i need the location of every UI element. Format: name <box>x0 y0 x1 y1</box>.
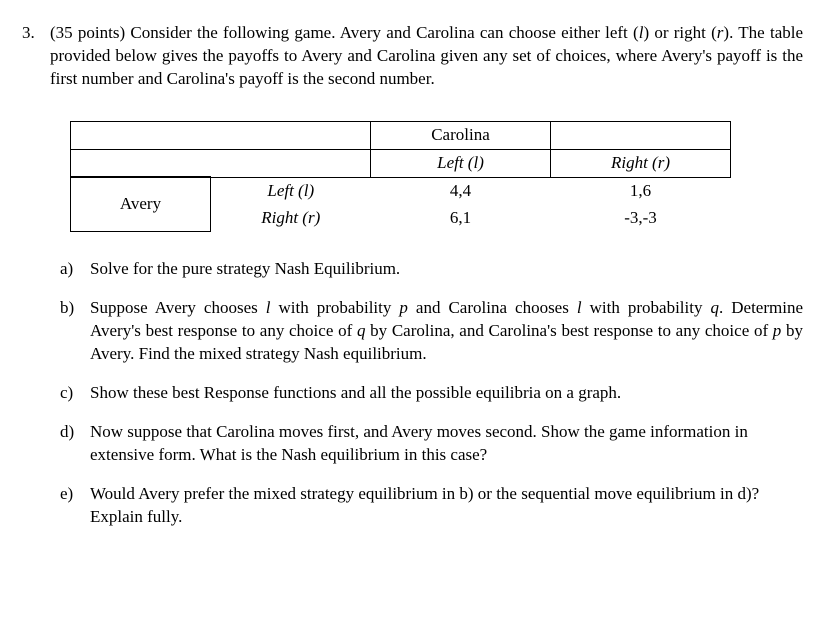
payoff-lr: 1,6 <box>551 177 731 204</box>
payoff-table: Carolina Left (l) Right (r) Avery <box>70 121 731 232</box>
part-e-text: Would Avery prefer the mixed strategy eq… <box>90 483 803 529</box>
right-post: ) <box>664 153 670 172</box>
b-seg: with probability <box>582 298 711 317</box>
part-a-text: Solve for the pure strategy Nash Equilib… <box>90 258 803 281</box>
problem-stem: (35 points) Consider the following game.… <box>50 22 803 91</box>
left-pre: Left ( <box>437 153 473 172</box>
part-c: c) Show these best Response functions an… <box>60 382 803 405</box>
problem-body: (35 points) Consider the following game.… <box>50 22 803 545</box>
part-label: d) <box>60 421 90 444</box>
part-e: e) Would Avery prefer the mixed strategy… <box>60 483 803 529</box>
left-post: ) <box>478 153 484 172</box>
b-seg: with probability <box>271 298 400 317</box>
col-right-header: Right (r) <box>551 149 731 177</box>
part-label: c) <box>60 382 90 405</box>
table-row: Avery Left (l) 4,4 1,6 <box>71 177 731 204</box>
subparts: a) Solve for the pure strategy Nash Equi… <box>50 258 803 528</box>
payoff-rl: 6,1 <box>371 205 551 232</box>
right-sym: r <box>308 208 315 227</box>
part-b: b) Suppose Avery chooses l with probabil… <box>60 297 803 366</box>
part-d: d) Now suppose that Carolina moves first… <box>60 421 803 467</box>
column-player-label: Carolina <box>371 121 551 149</box>
part-label: a) <box>60 258 90 281</box>
part-label: b) <box>60 297 90 320</box>
b-seg: and Carolina chooses <box>408 298 577 317</box>
p-symbol: p <box>399 298 408 317</box>
row-right-header: Right (r) <box>211 205 371 232</box>
stem-text-2: ) or right ( <box>643 23 716 42</box>
stem-text-1: (35 points) Consider the following game.… <box>50 23 639 42</box>
problem-number: 3. <box>22 22 50 45</box>
part-c-text: Show these best Response functions and a… <box>90 382 803 405</box>
empty-cell <box>211 121 371 149</box>
part-d-text: Now suppose that Carolina moves first, a… <box>90 421 803 467</box>
q-symbol: q <box>710 298 719 317</box>
payoff-ll: 4,4 <box>371 177 551 204</box>
payoff-table-container: Carolina Left (l) Right (r) Avery <box>70 121 803 232</box>
empty-cell <box>211 149 371 177</box>
row-player-label: Avery <box>71 177 211 231</box>
empty-cell <box>71 121 211 149</box>
col-left-header: Left (l) <box>371 149 551 177</box>
problem-3: 3. (35 points) Consider the following ga… <box>22 22 803 545</box>
part-b-text: Suppose Avery chooses l with probability… <box>90 297 803 366</box>
table-row: Left (l) Right (r) <box>71 149 731 177</box>
part-a: a) Solve for the pure strategy Nash Equi… <box>60 258 803 281</box>
empty-cell <box>71 149 211 177</box>
row-left-header: Left (l) <box>211 177 371 204</box>
b-seg: Suppose Avery chooses <box>90 298 266 317</box>
b-seg: by Carolina, and Carolina's best respons… <box>365 321 772 340</box>
right-pre: Right ( <box>261 208 308 227</box>
table-row: Carolina <box>71 121 731 149</box>
left-pre: Left ( <box>267 181 303 200</box>
part-label: e) <box>60 483 90 506</box>
payoff-rr: -3,-3 <box>551 205 731 232</box>
right-pre: Right ( <box>611 153 658 172</box>
right-post: ) <box>315 208 321 227</box>
empty-cell <box>551 121 731 149</box>
left-post: ) <box>308 181 314 200</box>
